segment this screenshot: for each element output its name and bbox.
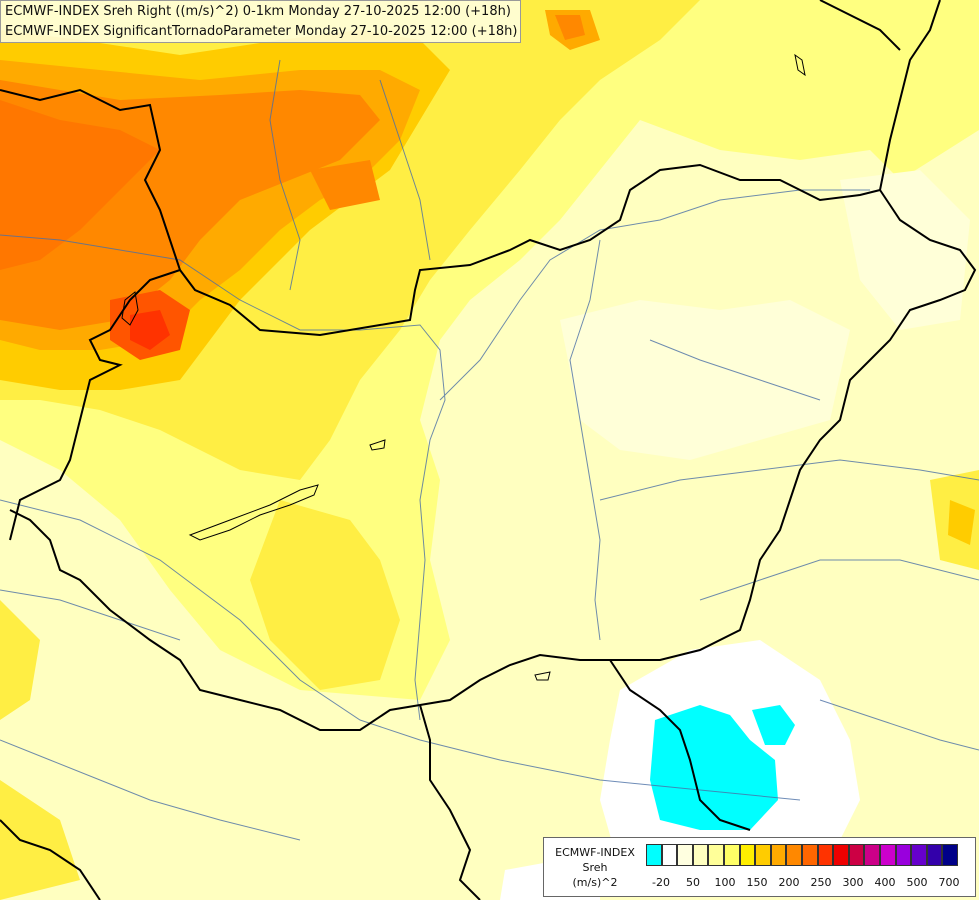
legend-title: ECMWF-INDEX Sreh (m/s)^2 [547,845,643,890]
legend-swatch [723,844,740,866]
legend-swatch [755,844,771,866]
legend-swatches [646,844,958,866]
legend-title-line-3: (m/s)^2 [572,876,618,889]
legend-tick-label: 250 [810,876,832,889]
map-title-line-1: ECMWF-INDEX Sreh Right ((m/s)^2) 0-1km M… [5,4,511,19]
legend-swatch [926,844,943,866]
legend-tick-label: 50 [686,876,700,889]
legend-tick-label: 300 [842,876,864,889]
legend-tick-label: 500 [906,876,928,889]
legend-swatch [646,844,662,866]
legend-tick-label: 100 [714,876,736,889]
title-box: ECMWF-INDEX Sreh Right ((m/s)^2) 0-1km M… [0,0,521,43]
legend-swatch [848,844,865,866]
legend-swatch [770,844,787,866]
lake-neusiedl [121,291,139,326]
legend-title-line-2: Sreh [582,861,608,874]
legend-tick-label: 700 [938,876,960,889]
legend-tick-label: 400 [874,876,896,889]
legend-swatch [739,844,756,866]
legend-swatch [879,844,896,866]
map-title-line-2: ECMWF-INDEX SignificantTornadoParameter … [5,24,518,39]
legend-swatch [677,844,693,866]
lake-balaton [188,484,319,541]
legend-swatch [692,844,709,866]
legend-swatch [708,844,724,866]
legend-tick-label: 200 [778,876,800,889]
legend-swatch [895,844,912,866]
legend-swatch [864,844,880,866]
legend-swatch [786,844,802,866]
legend-title-line-1: ECMWF-INDEX [555,846,635,859]
legend-tick-label: 150 [746,876,768,889]
rivers [0,59,979,841]
legend-swatch [817,844,834,866]
color-legend: ECMWF-INDEX Sreh (m/s)^2 -20 50 100 150 200 2… [543,837,976,897]
legend-tick-label: -20 [652,876,670,889]
legend-swatch [833,844,849,866]
legend-swatch [801,844,818,866]
legend-swatch [942,844,958,866]
legend-swatch [911,844,927,866]
legend-swatch [661,844,678,866]
